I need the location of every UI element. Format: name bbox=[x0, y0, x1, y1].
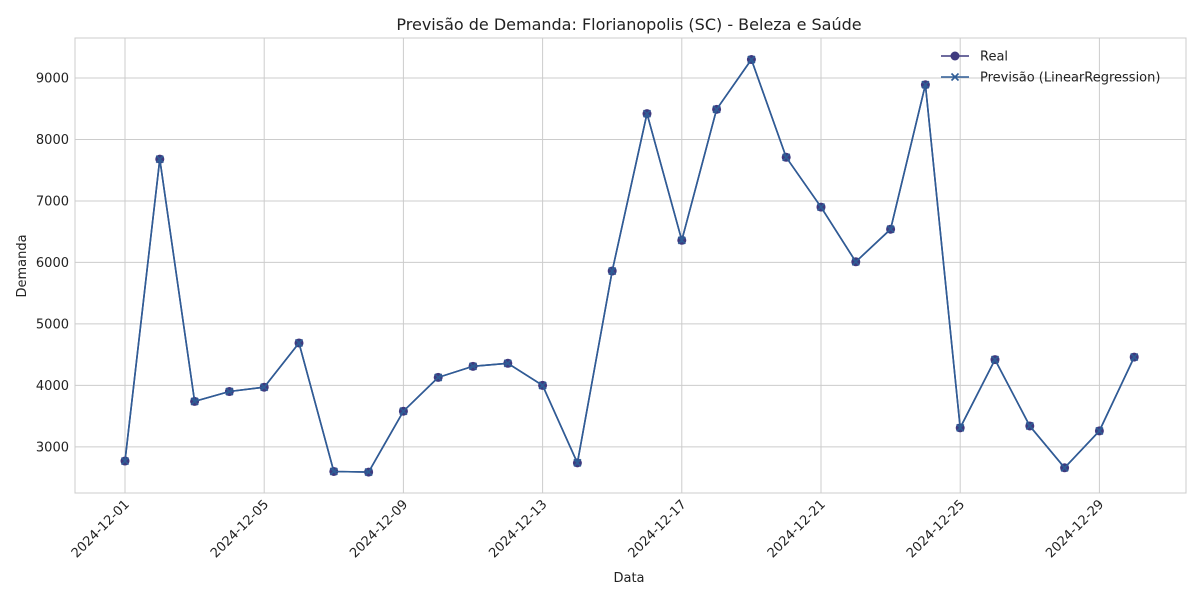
x-tick-label: 2024-12-25 bbox=[904, 497, 968, 561]
data-point bbox=[225, 387, 234, 396]
data-point bbox=[573, 458, 582, 467]
chart-title: Previsão de Demanda: Florianopolis (SC) … bbox=[396, 15, 861, 34]
data-point bbox=[956, 423, 965, 432]
data-point bbox=[747, 55, 756, 64]
data-point bbox=[120, 456, 130, 466]
legend-label: Previsão (LinearRegression) bbox=[980, 71, 1160, 86]
data-point bbox=[399, 407, 408, 416]
y-tick-label: 4000 bbox=[36, 379, 69, 394]
data-point bbox=[782, 153, 791, 162]
data-point bbox=[1095, 426, 1104, 435]
y-tick-label: 3000 bbox=[36, 440, 69, 455]
series-layer bbox=[120, 55, 1139, 477]
legend-item-1: Previsão (LinearRegression) bbox=[941, 71, 1160, 86]
data-point bbox=[677, 236, 686, 245]
x-tick-label: 2024-12-05 bbox=[208, 497, 272, 561]
x-axis-label: Data bbox=[613, 571, 644, 586]
data-point bbox=[1130, 353, 1139, 362]
legend-marker bbox=[950, 72, 960, 82]
grid-lines bbox=[75, 38, 1186, 493]
data-point bbox=[468, 362, 478, 371]
plot-frame bbox=[74, 37, 1187, 494]
data-point bbox=[921, 80, 930, 89]
data-point bbox=[503, 359, 512, 368]
data-point bbox=[260, 383, 269, 392]
data-point bbox=[816, 203, 826, 212]
series-0 bbox=[120, 55, 1139, 477]
data-point bbox=[642, 109, 652, 118]
legend-marker bbox=[950, 51, 960, 61]
legend-item-0: Real bbox=[941, 50, 1008, 65]
y-tick-label: 7000 bbox=[36, 194, 69, 209]
y-tick-label: 5000 bbox=[36, 317, 69, 332]
data-point bbox=[190, 397, 199, 406]
x-tick-label: 2024-12-29 bbox=[1043, 497, 1107, 561]
y-tick-label: 9000 bbox=[36, 71, 69, 86]
x-tick-label: 2024-12-21 bbox=[765, 497, 829, 561]
series-1 bbox=[120, 55, 1139, 477]
data-point bbox=[364, 468, 373, 477]
data-point bbox=[1060, 463, 1069, 472]
data-point bbox=[294, 338, 304, 348]
x-tick-label: 2024-12-17 bbox=[626, 497, 690, 561]
data-point bbox=[1025, 421, 1034, 431]
data-point bbox=[538, 381, 547, 390]
x-tick-label: 2024-12-09 bbox=[347, 497, 411, 561]
data-point bbox=[434, 373, 443, 382]
series-line bbox=[124, 57, 1135, 473]
data-point bbox=[712, 105, 721, 114]
y-tick-label: 6000 bbox=[36, 256, 69, 271]
data-point bbox=[886, 225, 895, 234]
x-tick-label: 2024-12-13 bbox=[486, 497, 550, 561]
data-point bbox=[851, 257, 860, 266]
y-tick-label: 8000 bbox=[36, 133, 69, 148]
y-axis-label: Demanda bbox=[15, 234, 30, 297]
data-point bbox=[155, 155, 164, 164]
legend: Real Previsão (LinearRegression) bbox=[941, 50, 1160, 86]
x-axis-ticks: 2024-12-01 2024-12-05 2024-12-09 2024-12-13… bbox=[69, 497, 1107, 561]
data-point bbox=[608, 266, 617, 276]
x-tick-label: 2024-12-01 bbox=[69, 497, 133, 561]
y-axis-ticks: 3000 4000 5000 6000 7000 8000 9000 bbox=[36, 71, 69, 455]
data-point bbox=[329, 467, 338, 476]
data-point bbox=[990, 355, 1000, 364]
series-line bbox=[124, 57, 1135, 473]
legend-label: Real bbox=[980, 50, 1008, 65]
